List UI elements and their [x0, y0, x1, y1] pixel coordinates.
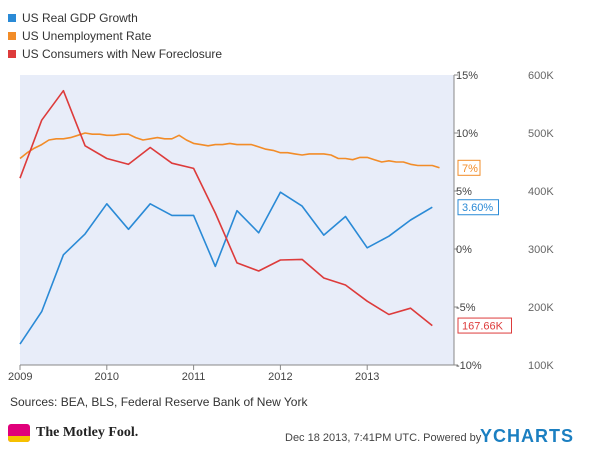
legend-label-foreclosure: US Consumers with New Foreclosure: [22, 47, 222, 61]
series-lines: [19, 89, 440, 345]
y-right-tick-label: 400K: [528, 186, 554, 198]
y-right-tick-label: 500K: [528, 128, 554, 140]
y-left-tick-label: 0%: [456, 244, 472, 256]
end-labels: 3.60% 7% 167.66K: [457, 159, 512, 334]
end-label-gdp: 3.60%: [462, 202, 493, 214]
y-left-tick-label: 5%: [456, 186, 472, 198]
end-label-box-unemployment: [457, 159, 481, 176]
jester-hat-icon: [8, 424, 30, 442]
x-tick-label: 2013: [355, 371, 379, 383]
legend-label-unemployment: US Unemployment Rate: [22, 29, 152, 43]
y-axis-right-ticks: 600K 500K 400K 300K 200K 100K: [528, 70, 554, 372]
timestamp-text: Dec 18 2013, 7:41PM UTC. Powered by: [285, 432, 482, 444]
legend-swatch-gdp: [8, 14, 16, 22]
x-tick-label: 2012: [268, 371, 292, 383]
source-note: Sources: BEA, BLS, Federal Reserve Bank …: [10, 395, 308, 409]
x-tick-label: 2010: [95, 371, 119, 383]
y-axis-left-ticks: 15% 10% 5% 0% -5% -10%: [454, 70, 482, 372]
logo-text: The Motley Fool.: [36, 425, 139, 440]
y-left-tick-label: 10%: [456, 128, 478, 140]
legend-swatch-foreclosure: [8, 50, 16, 58]
legend: US Real GDP Growth US Unemployment Rate …: [8, 11, 222, 61]
y-left-tick-label: -10%: [456, 360, 482, 372]
legend-swatch-unemployment: [8, 32, 16, 40]
end-label-unemployment: 7%: [462, 163, 478, 175]
y-right-tick-label: 100K: [528, 360, 554, 372]
x-axis-ticks: 2009 2010 2011 2012 2013: [8, 365, 379, 383]
plot-area: [20, 75, 454, 365]
x-tick-label: 2009: [8, 371, 32, 383]
end-label-box-gdp: [457, 199, 499, 216]
y-right-tick-label: 300K: [528, 244, 554, 256]
ycharts-logo[interactable]: YCHARTS: [480, 426, 575, 446]
series-line-foreclosure: [19, 89, 433, 327]
series-line-unemployment: [19, 132, 440, 169]
end-label-box-foreclosure: [457, 317, 512, 334]
y-left-tick-label: 15%: [456, 70, 478, 82]
legend-label-gdp: US Real GDP Growth: [22, 11, 138, 25]
motley-fool-logo: The Motley Fool.: [8, 424, 138, 442]
x-tick-label: 2011: [182, 371, 206, 383]
y-left-tick-label: -5%: [456, 302, 476, 314]
y-right-tick-label: 600K: [528, 70, 554, 82]
end-label-foreclosure: 167.66K: [462, 321, 504, 333]
y-right-tick-label: 200K: [528, 302, 554, 314]
